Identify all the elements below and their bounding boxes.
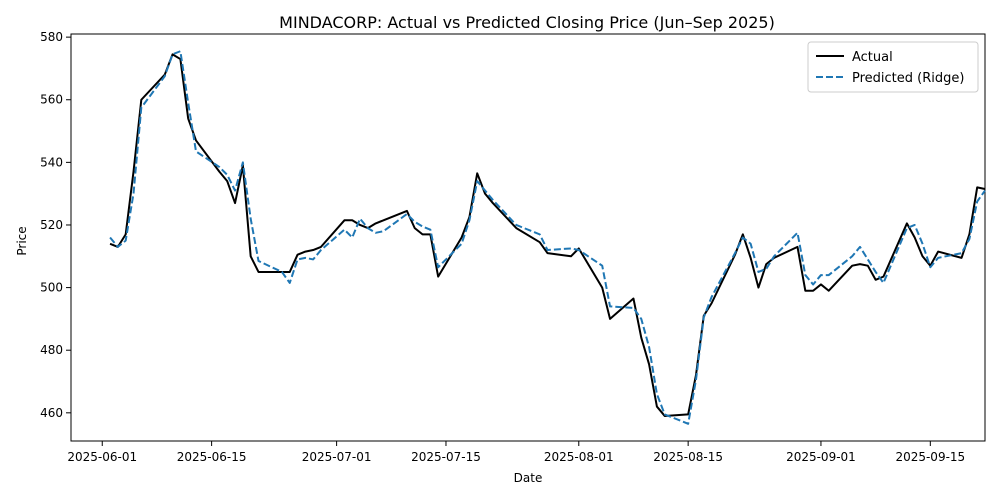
x-tick-label: 2025-08-15: [653, 450, 723, 464]
y-axis-label: Price: [15, 226, 29, 255]
plot-area: [70, 33, 986, 442]
series-line-predicted: [109, 50, 986, 425]
series-layer: [109, 50, 986, 425]
y-tick-label: 480: [40, 343, 63, 357]
y-tick-label: 460: [40, 406, 63, 420]
x-tick-label: 2025-06-01: [67, 450, 137, 464]
x-tick-label: 2025-09-15: [895, 450, 965, 464]
y-tick-label: 540: [40, 155, 63, 169]
legend-label-actual: Actual: [852, 50, 893, 65]
y-axis: 460 480 500 520 540 560 580: [40, 30, 71, 420]
legend-label-predicted: Predicted (Ridge): [852, 71, 964, 86]
y-tick-label: 580: [40, 30, 63, 44]
chart-title: MINDACORP: Actual vs Predicted Closing P…: [279, 13, 775, 32]
legend-box: [807, 41, 979, 93]
plot-frame: [70, 33, 986, 442]
x-tick-label: 2025-06-15: [177, 450, 247, 464]
y-tick-label: 520: [40, 218, 63, 232]
legend: Actual Predicted (Ridge): [807, 41, 979, 93]
y-tick-label: 560: [40, 93, 63, 107]
x-axis: 2025-06-01 2025-06-15 2025-07-01 2025-07-15…: [67, 441, 965, 464]
x-tick-label: 2025-07-01: [302, 450, 372, 464]
y-tick-label: 500: [40, 281, 63, 295]
x-tick-label: 2025-08-01: [544, 450, 614, 464]
series-line-actual: [109, 53, 986, 417]
x-tick-label: 2025-09-01: [786, 450, 856, 464]
x-tick-label: 2025-07-15: [411, 450, 481, 464]
x-axis-label: Date: [514, 471, 543, 485]
